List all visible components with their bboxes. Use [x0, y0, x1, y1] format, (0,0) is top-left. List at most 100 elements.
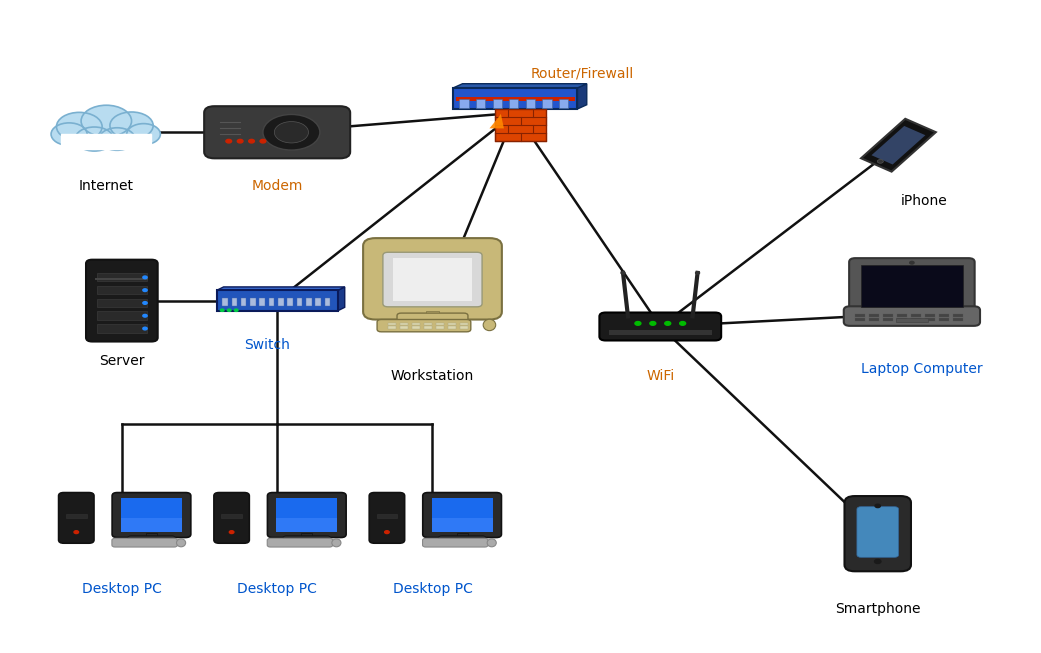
Bar [96, 278, 148, 280]
Bar [97, 311, 147, 320]
Circle shape [226, 139, 231, 143]
Bar [526, 99, 535, 108]
Circle shape [229, 531, 234, 534]
Bar [424, 326, 432, 328]
Bar [448, 323, 456, 325]
Bar [897, 314, 907, 317]
Bar [448, 326, 456, 328]
Ellipse shape [483, 319, 496, 330]
FancyBboxPatch shape [383, 252, 482, 307]
Polygon shape [337, 287, 345, 311]
Bar [869, 318, 879, 321]
FancyBboxPatch shape [112, 492, 191, 537]
Circle shape [249, 139, 254, 143]
Circle shape [99, 128, 135, 150]
FancyBboxPatch shape [861, 265, 963, 308]
Bar [297, 298, 302, 306]
Text: Laptop Computer: Laptop Computer [862, 362, 983, 376]
Text: Switch: Switch [244, 338, 289, 352]
FancyBboxPatch shape [283, 535, 330, 543]
Bar [412, 326, 420, 328]
Bar [884, 314, 893, 317]
Polygon shape [861, 119, 936, 172]
Circle shape [127, 123, 160, 145]
Bar [509, 99, 518, 108]
Text: Desktop PC: Desktop PC [392, 582, 473, 596]
Bar [424, 323, 432, 325]
Bar [412, 323, 420, 325]
Circle shape [74, 531, 78, 534]
Circle shape [680, 321, 686, 325]
Bar [222, 298, 228, 306]
Bar [325, 298, 330, 306]
Bar [392, 258, 473, 302]
Bar [240, 298, 247, 306]
FancyBboxPatch shape [438, 535, 486, 543]
Circle shape [650, 321, 656, 325]
Bar [897, 318, 907, 321]
FancyBboxPatch shape [849, 258, 974, 315]
Text: Server: Server [99, 354, 145, 368]
Polygon shape [489, 114, 504, 129]
Bar [222, 515, 242, 518]
Circle shape [878, 159, 884, 163]
Bar [259, 298, 265, 306]
Circle shape [110, 112, 153, 139]
Text: Modem: Modem [252, 179, 303, 193]
Bar [954, 314, 963, 317]
FancyBboxPatch shape [204, 106, 350, 158]
Bar [542, 99, 552, 108]
Bar [231, 298, 237, 306]
Bar [884, 318, 893, 321]
Circle shape [143, 314, 147, 317]
Bar [377, 515, 398, 518]
Bar [432, 518, 492, 532]
Circle shape [621, 272, 625, 274]
Bar [121, 518, 182, 532]
Circle shape [227, 309, 231, 311]
Circle shape [635, 321, 641, 325]
Polygon shape [453, 84, 587, 88]
Bar [911, 314, 921, 317]
Bar [925, 314, 935, 317]
Bar [456, 97, 575, 101]
Bar [61, 134, 151, 149]
Text: Router/Firewall: Router/Firewall [531, 66, 634, 80]
Bar [457, 533, 467, 537]
Bar [436, 323, 443, 325]
Bar [609, 330, 712, 335]
Text: Desktop PC: Desktop PC [237, 582, 318, 596]
Bar [426, 311, 439, 317]
Bar [388, 323, 396, 325]
Bar [856, 314, 865, 317]
Bar [925, 318, 935, 321]
Circle shape [75, 127, 113, 151]
Bar [436, 326, 443, 328]
Bar [66, 515, 86, 518]
FancyBboxPatch shape [213, 492, 249, 543]
Bar [301, 533, 312, 537]
FancyBboxPatch shape [268, 492, 346, 537]
Ellipse shape [177, 539, 185, 547]
Bar [911, 318, 921, 321]
FancyBboxPatch shape [844, 496, 911, 571]
Bar [306, 298, 311, 306]
Circle shape [237, 139, 243, 143]
Bar [476, 99, 485, 108]
Circle shape [56, 112, 102, 141]
Polygon shape [578, 84, 587, 109]
Bar [460, 326, 467, 328]
Text: iPhone: iPhone [900, 194, 947, 208]
Circle shape [51, 123, 87, 146]
FancyBboxPatch shape [844, 306, 980, 326]
FancyBboxPatch shape [600, 313, 721, 340]
Bar [97, 298, 147, 307]
Bar [939, 318, 949, 321]
Bar [494, 109, 547, 141]
Bar [388, 326, 396, 328]
FancyBboxPatch shape [370, 492, 405, 543]
Bar [939, 314, 949, 317]
Circle shape [143, 289, 147, 291]
Bar [276, 518, 337, 532]
Bar [869, 314, 879, 317]
